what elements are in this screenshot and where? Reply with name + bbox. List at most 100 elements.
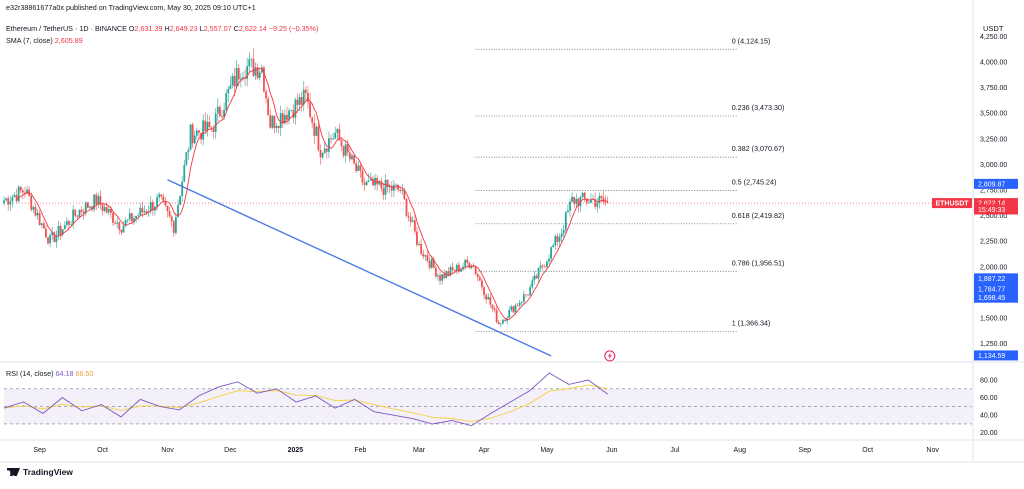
candle-body <box>11 197 14 202</box>
candle <box>437 272 439 282</box>
candle <box>520 301 523 306</box>
candle <box>214 108 217 139</box>
candle <box>191 122 194 148</box>
price-tag-label: 2,809.87 <box>978 181 1005 188</box>
ohlc-change: −9.25 (−0.35%) <box>268 24 319 33</box>
candle-body <box>168 211 171 217</box>
candle <box>149 196 152 215</box>
sma-line <box>16 67 608 321</box>
candle <box>30 192 33 212</box>
sma-label: SMA (7, close) <box>6 36 53 45</box>
fib-level-label: 0.382 (3,070.67) <box>732 144 785 153</box>
candle-body <box>451 267 454 270</box>
x-tick-label: Dec <box>224 447 237 454</box>
candle-body <box>474 266 477 275</box>
candle-body <box>309 102 311 118</box>
candle-body <box>122 225 125 233</box>
candle-body <box>130 213 133 222</box>
candle <box>321 152 324 160</box>
candle-body <box>395 184 397 186</box>
candle-body <box>476 274 479 278</box>
candle <box>97 193 100 208</box>
y-tick-label: 2,250.00 <box>980 239 1007 246</box>
candle-body <box>556 236 559 242</box>
candle-body <box>51 232 54 236</box>
candle <box>596 197 599 213</box>
candle <box>489 293 492 308</box>
candle-body <box>139 207 142 216</box>
x-tick-label: Sep <box>799 447 812 454</box>
candle-body <box>271 115 274 128</box>
candle-body <box>485 295 488 300</box>
candle-body <box>434 267 437 277</box>
candle-body <box>457 264 460 272</box>
axes-layer: 4,250.00 4,000.00 3,750.00 3,500.00 3,250.00… <box>33 34 1007 454</box>
candle <box>497 320 500 325</box>
candle-body <box>174 217 177 233</box>
x-tick-label: Nov <box>161 447 174 454</box>
tradingview-logo[interactable]: TradingView <box>7 467 73 477</box>
candle-body <box>277 126 280 129</box>
candle <box>258 68 261 81</box>
symbol-ohlc-line: Ethereum / TetherUS · 1D · BINANCE O2,63… <box>6 24 318 33</box>
x-tick-label: Oct <box>862 447 873 454</box>
candle-body <box>522 294 525 302</box>
price-tag-bg <box>974 350 1018 361</box>
candle-body <box>242 77 244 79</box>
candle-body <box>223 109 226 118</box>
candle-body <box>9 201 12 205</box>
candle-body <box>535 275 538 279</box>
candle-body <box>409 217 412 222</box>
candle-body <box>24 192 26 194</box>
candle <box>292 104 295 124</box>
candle-body <box>514 305 517 313</box>
candle <box>455 263 458 275</box>
candle-body <box>269 115 272 128</box>
candle <box>416 226 418 248</box>
candle-body <box>133 218 135 222</box>
candle <box>225 89 228 113</box>
candle-body <box>183 164 186 182</box>
candle-body <box>49 235 52 244</box>
candle-body <box>554 236 557 246</box>
currency-label[interactable]: USDT <box>983 24 1004 33</box>
candle <box>74 209 77 218</box>
candle-body <box>307 92 309 103</box>
rsi-legend[interactable]: RSI (14, close) 64.18 66.50 <box>6 369 94 378</box>
candle <box>525 294 527 298</box>
candle <box>451 262 454 274</box>
candle <box>174 213 177 236</box>
candle <box>21 188 24 200</box>
candle <box>47 236 49 246</box>
candle-body <box>292 110 295 118</box>
candle <box>382 182 385 201</box>
candle <box>325 147 328 159</box>
candle-body <box>546 261 548 267</box>
rsi-label: RSI (14, close) <box>6 369 54 378</box>
candle <box>359 163 362 178</box>
candle-body <box>254 67 257 76</box>
candle <box>401 183 404 195</box>
candle-body <box>585 198 588 203</box>
candle <box>36 209 39 220</box>
candle-body <box>208 121 211 128</box>
candle-body <box>491 304 494 309</box>
candle <box>284 109 286 125</box>
candle <box>481 278 483 291</box>
candle-body <box>300 97 303 105</box>
candle-body <box>252 58 255 76</box>
candle-body <box>581 192 584 197</box>
symbol-title[interactable]: Ethereum / TetherUS · 1D · BINANCE <box>6 24 127 33</box>
candle-body <box>170 216 173 222</box>
candle <box>602 191 605 205</box>
candle-body <box>65 221 68 226</box>
candle-body <box>256 67 259 78</box>
sma-legend[interactable]: SMA (7, close) 2,605.89 <box>6 36 83 45</box>
candle <box>466 256 469 266</box>
candle-body <box>137 215 140 217</box>
candle-body <box>187 149 190 153</box>
candle <box>307 86 309 109</box>
ohlc-l-label: L <box>199 24 204 33</box>
candle <box>296 93 299 113</box>
